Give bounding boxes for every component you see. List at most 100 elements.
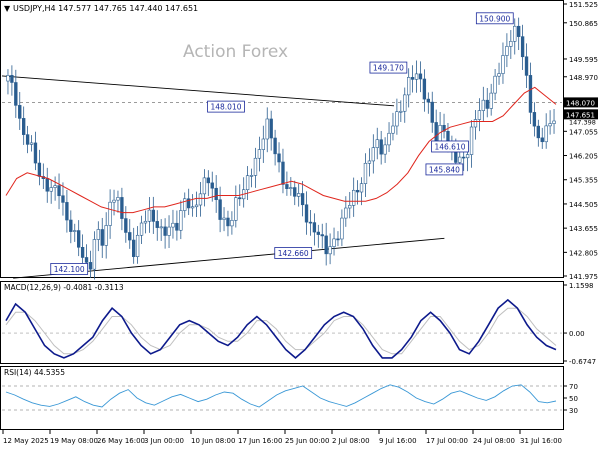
candle	[418, 61, 423, 93]
time-axis-label: 25 Jun 00:00	[285, 437, 329, 445]
candle-body	[513, 25, 517, 42]
candle	[73, 223, 77, 242]
candle-body	[198, 193, 203, 206]
candle	[312, 213, 317, 246]
candle	[175, 210, 179, 241]
candle	[544, 113, 548, 149]
candle	[261, 125, 265, 163]
candle-body	[249, 175, 254, 177]
candle	[202, 169, 207, 207]
candle-body	[285, 184, 289, 189]
candle-body	[465, 154, 470, 159]
candle-body	[430, 101, 434, 123]
candle-body	[293, 187, 297, 197]
candle-body	[316, 231, 320, 235]
candle	[265, 107, 269, 153]
annotation-label: 150.900	[479, 14, 510, 23]
candle-body	[10, 75, 14, 83]
price-axis-label: 147.055	[569, 128, 598, 136]
candle	[108, 189, 112, 239]
candle-body	[410, 77, 415, 80]
candle-body	[497, 73, 501, 77]
candle	[57, 173, 61, 210]
candle-body	[418, 73, 423, 80]
price-tag-box	[564, 97, 598, 108]
candle-body	[300, 193, 305, 206]
annotation-label: 145.840	[429, 165, 460, 174]
candle	[328, 233, 332, 265]
candle-body	[265, 118, 269, 140]
candle-body	[532, 112, 537, 127]
candle-body	[167, 226, 171, 236]
moving-average-line	[5, 86, 557, 214]
candle	[120, 187, 124, 231]
candle	[29, 135, 34, 152]
candle	[532, 102, 537, 137]
candle-body	[151, 209, 155, 222]
candle	[469, 120, 474, 168]
macd-axis-label: 0.00	[569, 330, 585, 338]
candle-body	[261, 138, 265, 150]
candle	[308, 209, 313, 236]
candle-body	[100, 229, 104, 246]
macd-title: MACD(12,26,9) -0.4081 -0.3113	[4, 283, 124, 292]
candle-body	[501, 55, 505, 74]
candle-body	[183, 198, 187, 211]
candle-body	[190, 206, 195, 209]
candle-body	[194, 204, 199, 208]
candle-body	[139, 222, 144, 236]
candle-body	[308, 221, 313, 224]
candle	[14, 69, 18, 118]
candle-body	[206, 177, 210, 184]
candle-body	[222, 217, 226, 220]
candle-body	[458, 156, 462, 163]
candle-body	[253, 157, 258, 176]
chart-header: USDJPY,H4 147.577 147.765 147.440 147.65…	[13, 4, 198, 13]
candle	[336, 231, 340, 247]
candle	[371, 134, 375, 174]
candle-body	[163, 226, 167, 236]
candle	[245, 166, 250, 201]
candle-body	[462, 156, 466, 159]
candle	[167, 215, 171, 249]
candle	[53, 176, 57, 201]
candle-body	[332, 238, 336, 247]
candle	[320, 223, 324, 249]
candle	[171, 209, 175, 239]
candle	[363, 153, 368, 198]
candle-body	[403, 94, 407, 112]
candle	[277, 142, 281, 173]
candle-body	[132, 239, 136, 257]
candle-body	[536, 125, 540, 139]
macd-indicator	[2, 298, 562, 359]
candle-body	[187, 198, 191, 209]
candle	[297, 183, 301, 207]
candle	[65, 189, 69, 233]
descending-trendline	[1, 75, 395, 107]
candle	[489, 83, 493, 116]
time-axis-label: 26 May 16:00	[97, 437, 145, 445]
candle-body	[324, 235, 328, 255]
candle-body	[312, 222, 317, 233]
rsi-axis: 70 50 30	[563, 383, 578, 415]
candle-body	[336, 238, 340, 241]
chart-header-arrow[interactable]: ▼	[4, 4, 11, 13]
candle-body	[226, 217, 230, 227]
candle-body	[104, 225, 108, 246]
rsi-axis-label: 30	[569, 407, 578, 415]
candle	[269, 110, 273, 151]
candle-body	[25, 134, 30, 145]
candle-body	[414, 73, 419, 80]
price-tags: 148.070 147.651	[564, 97, 598, 120]
price-axis-label: 149.595	[569, 56, 598, 64]
macd-signal-line	[5, 307, 557, 355]
candle-body	[147, 209, 152, 222]
candle-body	[159, 226, 163, 229]
candle	[524, 43, 529, 88]
price-axis: 151.525150.865149.595148.970147.705147.0…	[563, 1, 598, 281]
candle-body	[520, 36, 525, 58]
candle	[257, 136, 262, 172]
candle	[112, 189, 116, 216]
candle	[348, 191, 352, 219]
candle	[77, 220, 81, 257]
